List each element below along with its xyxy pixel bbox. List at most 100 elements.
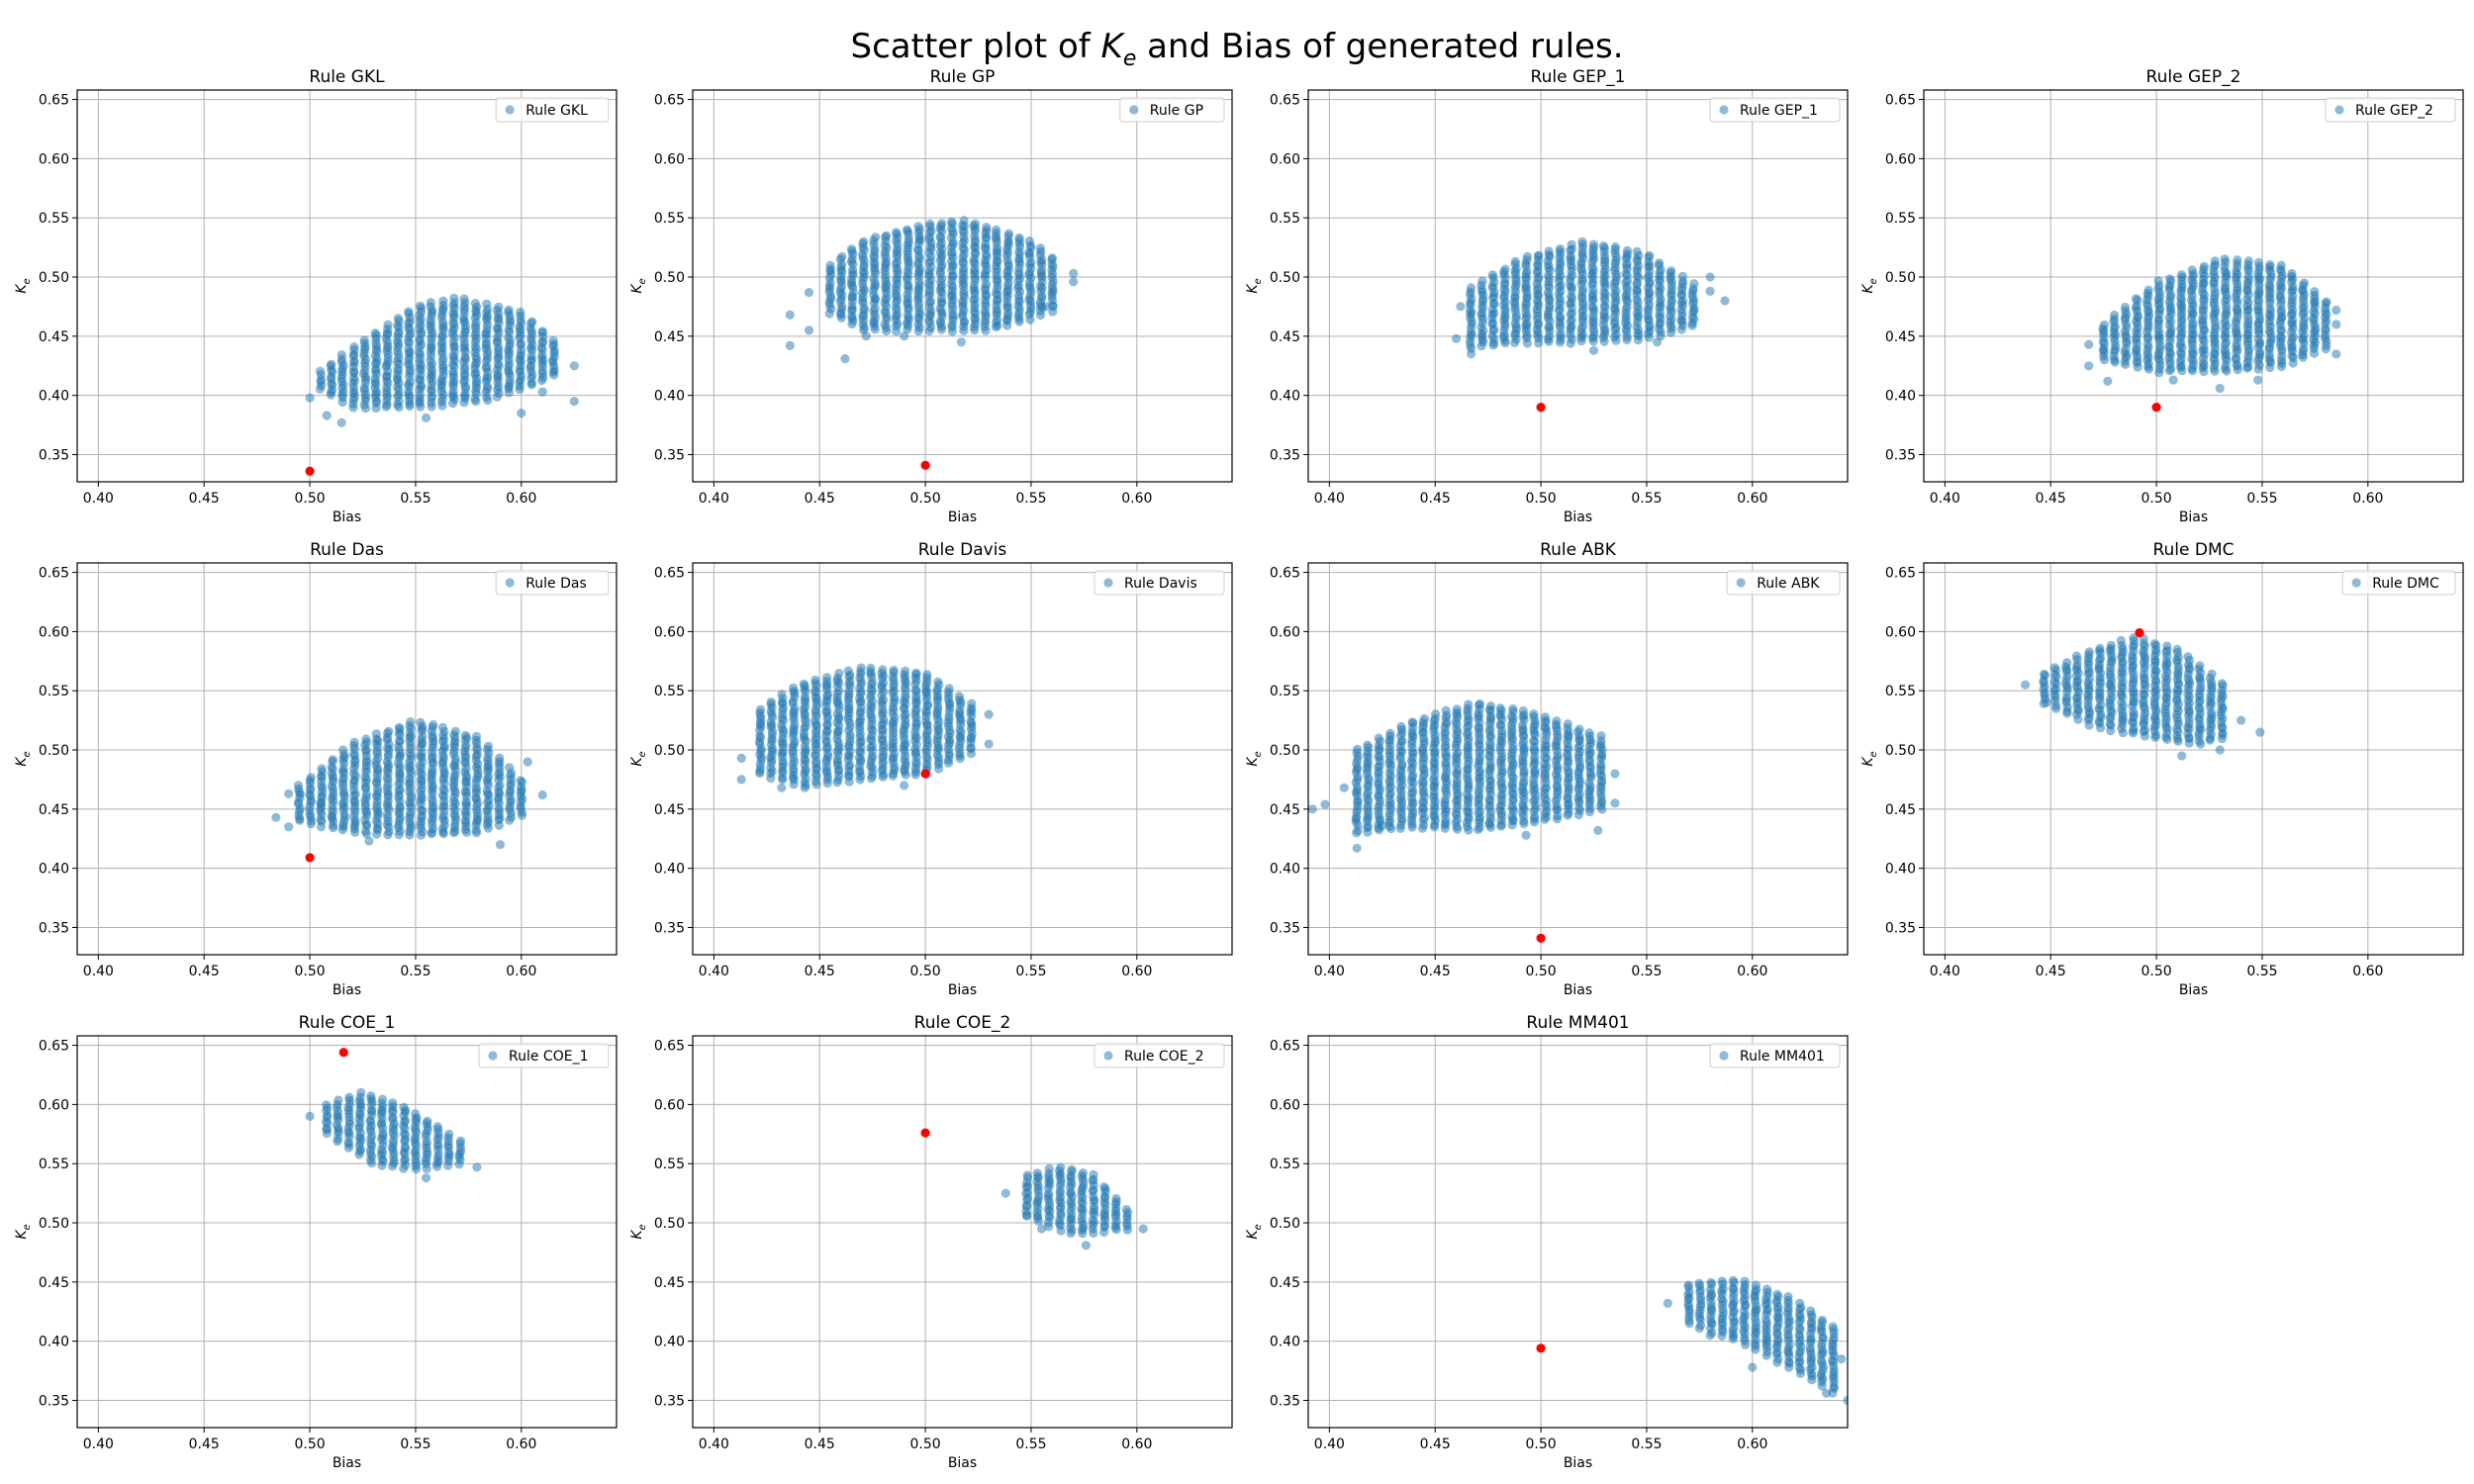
scatter-point [871, 232, 881, 242]
scatter-point [1441, 705, 1451, 715]
y-tick-label: 0.65 [1270, 93, 1300, 109]
x-tick-label: 0.45 [2036, 491, 2066, 507]
x-tick-label: 0.45 [189, 1437, 220, 1452]
scatter-point [537, 387, 547, 397]
scatter-point [284, 788, 294, 798]
scatter-point [1563, 719, 1572, 729]
legend: Rule ABK [1726, 570, 1841, 596]
x-tick-label: 0.50 [2141, 491, 2172, 507]
x-tick-label: 0.40 [699, 964, 729, 979]
legend-box [1709, 97, 1841, 123]
x-tick-label: 0.50 [2141, 964, 2172, 979]
y-tick-label: 0.65 [654, 93, 685, 109]
legend: Rule Davis [1094, 570, 1225, 596]
scatter-point [483, 741, 493, 751]
scatter-point [1452, 704, 1462, 714]
scatter-points [2021, 628, 2265, 761]
scatter-point [293, 781, 304, 790]
axes-frame [1307, 562, 1849, 956]
y-tick-label: 0.40 [39, 862, 69, 878]
scatter-point [393, 314, 403, 324]
y-tick-label: 0.40 [1270, 862, 1300, 878]
y-tick-label: 0.40 [39, 1335, 69, 1350]
x-tick-label: 0.55 [1631, 964, 1662, 979]
x-tick-label: 0.50 [910, 491, 941, 507]
y-tick-label: 0.35 [39, 447, 69, 463]
x-tick-label: 0.50 [295, 1437, 326, 1452]
y-tick-label: 0.35 [1885, 920, 1916, 936]
scatter-point [1555, 243, 1566, 254]
subplot-title: Rule ABK [1540, 540, 1617, 560]
subplot-title: Rule GEP_1 [1531, 67, 1626, 87]
y-tick-label: 0.65 [39, 1039, 69, 1055]
scatter-point [1522, 251, 1532, 261]
y-tick-label: 0.50 [654, 743, 685, 759]
y-tick-label: 0.50 [1270, 743, 1300, 759]
y-tick-label: 0.45 [654, 329, 685, 345]
y-tick-label: 0.45 [1885, 329, 1916, 345]
highlight-point [2135, 628, 2144, 638]
y-tick-label: 0.55 [1270, 211, 1300, 227]
scatter-point [900, 781, 909, 790]
scatter-point [822, 673, 832, 683]
y-tick-label: 0.45 [39, 1275, 69, 1291]
x-tick-label: 0.60 [1737, 964, 1767, 979]
scatter-point [1540, 712, 1550, 722]
x-tick-label: 0.45 [189, 964, 220, 979]
figure-title: Scatter plot of Ke and Bias of generated… [851, 27, 1624, 71]
y-tick-label: 0.65 [1885, 93, 1916, 109]
scatter-point [2042, 697, 2051, 707]
scatter-points [2084, 254, 2341, 413]
legend-label: Rule ABK [1757, 576, 1820, 592]
subplot-rule-coe-1: Rule COE_10.40 0.45 0.50 0.55 0.600.350.400.… [14, 1013, 618, 1471]
scatter-point [1452, 333, 1462, 343]
scatter-point [1419, 713, 1429, 724]
scatter-point [316, 798, 326, 808]
scatter-point [2215, 383, 2225, 394]
x-axis-label: Bias [1564, 510, 1592, 525]
y-tick-label: 0.50 [1270, 270, 1300, 286]
scatter-point [902, 225, 912, 234]
scatter-point [1529, 709, 1539, 719]
x-tick-label: 0.50 [295, 964, 326, 979]
scatter-point [937, 219, 947, 229]
scatter-point [1677, 271, 1687, 281]
x-tick-label: 0.45 [1420, 491, 1451, 507]
y-tick-label: 0.60 [1270, 624, 1300, 640]
x-axis-label: Bias [333, 982, 361, 998]
y-tick-label: 0.55 [39, 211, 69, 227]
scatter-point [882, 231, 892, 240]
scatter-point [1396, 721, 1406, 732]
scatter-point [527, 317, 537, 326]
scatter-point [777, 690, 787, 699]
y-tick-label: 0.60 [1885, 624, 1916, 640]
x-tick-label: 0.55 [1015, 964, 1046, 979]
legend-box [495, 97, 610, 123]
scatter-point [450, 726, 460, 736]
scatter-point [406, 717, 416, 727]
scatter-point [1467, 349, 1476, 359]
scatter-point [2021, 680, 2031, 690]
scatter-point [1518, 705, 1528, 716]
scatter-point [2084, 339, 2094, 349]
scatter-point [2210, 256, 2220, 266]
legend-marker [505, 578, 515, 588]
scatter-point [922, 670, 932, 680]
x-tick-label: 0.60 [2352, 491, 2383, 507]
subplot-title: Rule COE_1 [299, 1013, 396, 1033]
scatter-point [349, 342, 359, 352]
scatter-point [2265, 260, 2275, 270]
scatter-point [911, 668, 921, 678]
legend-box [2341, 570, 2456, 596]
scatter-point [1378, 821, 1387, 831]
scatter-point [2129, 633, 2139, 643]
scatter-point [861, 331, 871, 341]
scatter-point [1521, 830, 1531, 840]
scatter-point [482, 299, 492, 309]
scatter-point [856, 663, 866, 673]
x-tick-label: 0.55 [2246, 491, 2277, 507]
legend-marker [2334, 105, 2344, 115]
scatter-point [1308, 804, 1317, 814]
